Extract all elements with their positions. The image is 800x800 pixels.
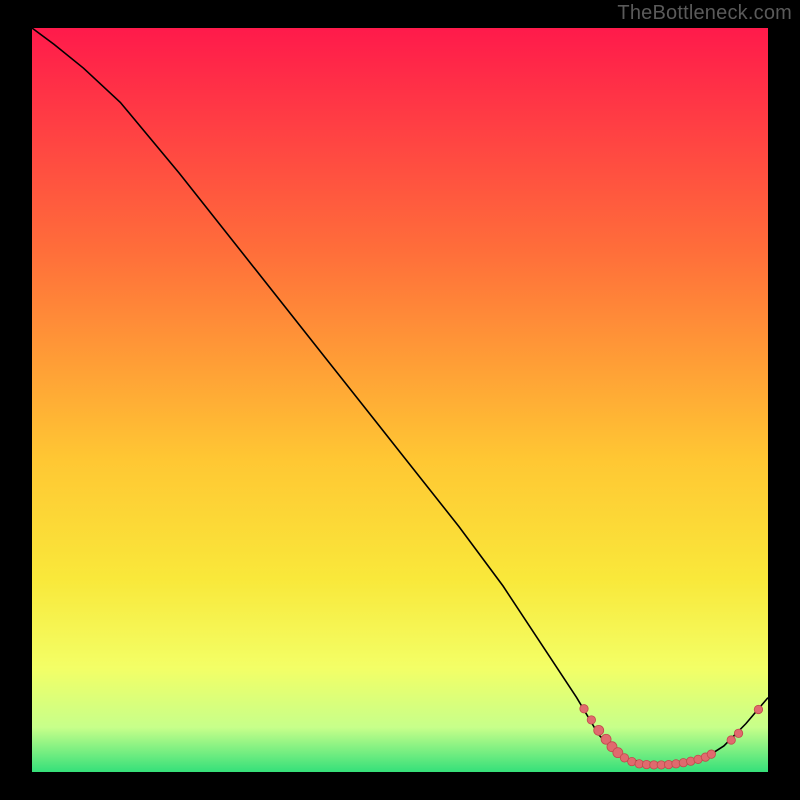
data-marker — [587, 716, 595, 724]
data-marker — [727, 736, 735, 744]
data-marker — [734, 729, 742, 737]
data-markers — [580, 705, 763, 770]
bottleneck-curve — [32, 28, 768, 765]
data-marker — [679, 759, 687, 767]
chart-overlay — [32, 28, 768, 772]
data-marker — [707, 750, 715, 758]
attribution-text: TheBottleneck.com — [617, 2, 792, 25]
data-marker — [594, 725, 604, 735]
data-marker — [580, 705, 588, 713]
data-marker — [754, 705, 762, 713]
chart-container: TheBottleneck.com — [0, 0, 800, 800]
